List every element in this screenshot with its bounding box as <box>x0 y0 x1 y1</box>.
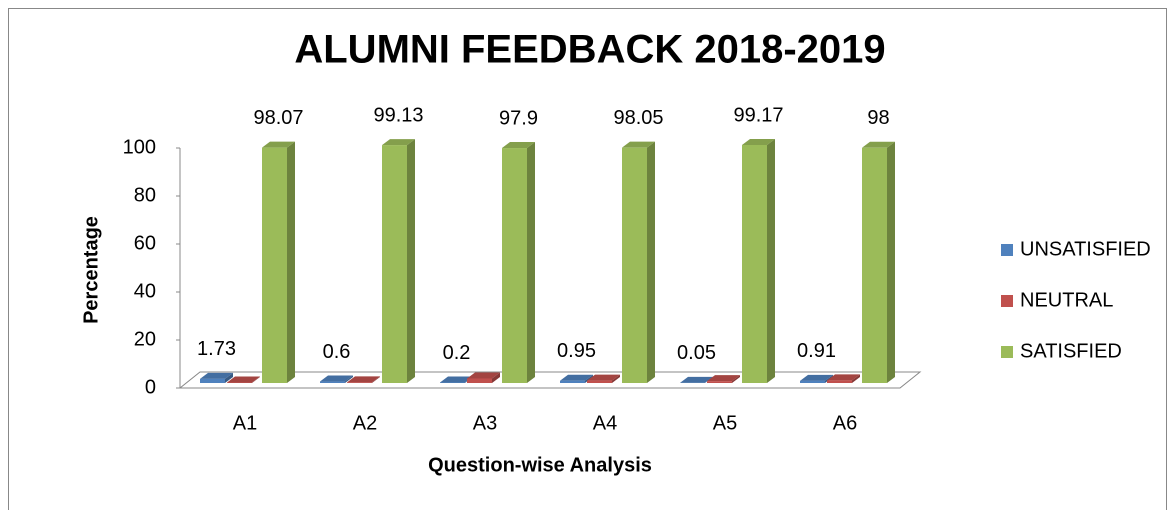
bar-front <box>560 380 585 383</box>
x-tick-label: A3 <box>473 412 497 434</box>
legend-swatch <box>1001 346 1013 358</box>
bar-top <box>227 376 260 383</box>
y-tick-label: 20 <box>134 328 156 350</box>
bar-top <box>862 141 895 148</box>
bar-front <box>502 148 527 383</box>
y-axis-title: Percentage <box>80 216 102 324</box>
bar-top <box>467 372 500 379</box>
data-label: 0.91 <box>797 340 836 362</box>
bar-front <box>827 380 852 383</box>
x-tick-label: A1 <box>233 412 257 434</box>
data-label: 99.13 <box>373 104 423 126</box>
y-tick-label: 80 <box>134 184 156 206</box>
bar-top <box>742 138 775 145</box>
bar-top <box>262 141 295 148</box>
bar-front <box>587 380 612 383</box>
bar-side <box>732 375 740 383</box>
y-tick-label: 60 <box>134 232 156 254</box>
x-tick-label: A2 <box>353 412 377 434</box>
bar-front <box>707 381 732 383</box>
bar-top <box>200 372 233 379</box>
bar-side <box>372 376 380 383</box>
x-tick-label: A4 <box>593 412 617 434</box>
chart-title: ALUMNI FEEDBACK 2018-2019 <box>294 28 885 72</box>
bar <box>707 375 740 383</box>
data-label: 0.05 <box>677 342 716 364</box>
x-tick-label: A6 <box>833 412 857 434</box>
bar-top <box>560 374 593 381</box>
bar-side <box>287 141 295 383</box>
bar-side <box>527 142 535 383</box>
bar-side <box>345 375 353 383</box>
bar-front <box>862 147 887 383</box>
bar <box>320 375 353 383</box>
y-tick-label: 100 <box>123 136 156 158</box>
bar <box>347 376 380 383</box>
bar <box>862 141 895 383</box>
bar-side <box>252 376 260 383</box>
bar <box>467 372 500 383</box>
data-label: 98.07 <box>253 107 303 129</box>
bar-side <box>407 139 415 383</box>
bar <box>587 374 620 383</box>
bar <box>227 376 260 383</box>
bar-top <box>502 142 535 149</box>
legend-label: SATISFIED <box>1020 340 1122 362</box>
bar <box>742 138 775 383</box>
data-label: 0.2 <box>443 342 471 364</box>
data-label: 98 <box>867 107 889 129</box>
bar-front <box>200 378 225 383</box>
legend-swatch <box>1001 295 1013 307</box>
bar <box>382 139 415 383</box>
bar-front <box>320 381 345 383</box>
bar <box>200 372 233 383</box>
bar-top <box>622 141 655 148</box>
bar-side <box>852 374 860 383</box>
data-label: 0.95 <box>557 340 596 362</box>
bar-front <box>467 378 492 383</box>
legend-label: NEUTRAL <box>1020 289 1113 311</box>
bar-front <box>262 147 287 383</box>
bar-front <box>347 382 372 383</box>
bar-side <box>887 141 895 383</box>
bar-front <box>742 144 767 383</box>
bar-side <box>767 138 775 383</box>
chart-border <box>8 8 1167 510</box>
bar-top <box>347 376 380 383</box>
data-label: 0.6 <box>323 341 351 363</box>
bar-top <box>587 374 620 381</box>
bar-front <box>800 380 825 383</box>
bar-side <box>647 141 655 383</box>
bar-top <box>707 375 740 382</box>
y-tick-label: 0 <box>145 376 156 398</box>
bar-top <box>320 375 353 382</box>
x-axis-title: Question-wise Analysis <box>428 454 652 476</box>
bar-top <box>827 374 860 381</box>
bar-front <box>382 145 407 383</box>
legend-label: UNSATISFIED <box>1020 238 1151 260</box>
bar-top <box>680 376 713 383</box>
bar-top <box>382 139 415 146</box>
data-label: 1.73 <box>197 338 236 360</box>
bar-side <box>492 372 500 383</box>
bar-top <box>440 376 473 383</box>
x-tick-label: A5 <box>713 412 737 434</box>
bar-side <box>225 372 233 383</box>
bar <box>262 141 295 383</box>
data-label: 97.9 <box>499 107 538 129</box>
bar-side <box>612 374 620 383</box>
bar <box>622 141 655 383</box>
bar <box>502 142 535 383</box>
data-label: 99.17 <box>733 104 783 126</box>
bar <box>827 374 860 383</box>
y-tick-label: 40 <box>134 280 156 302</box>
legend-swatch <box>1001 244 1013 256</box>
bar-front <box>622 147 647 383</box>
bar-top <box>800 374 833 381</box>
data-label: 98.05 <box>613 107 663 129</box>
